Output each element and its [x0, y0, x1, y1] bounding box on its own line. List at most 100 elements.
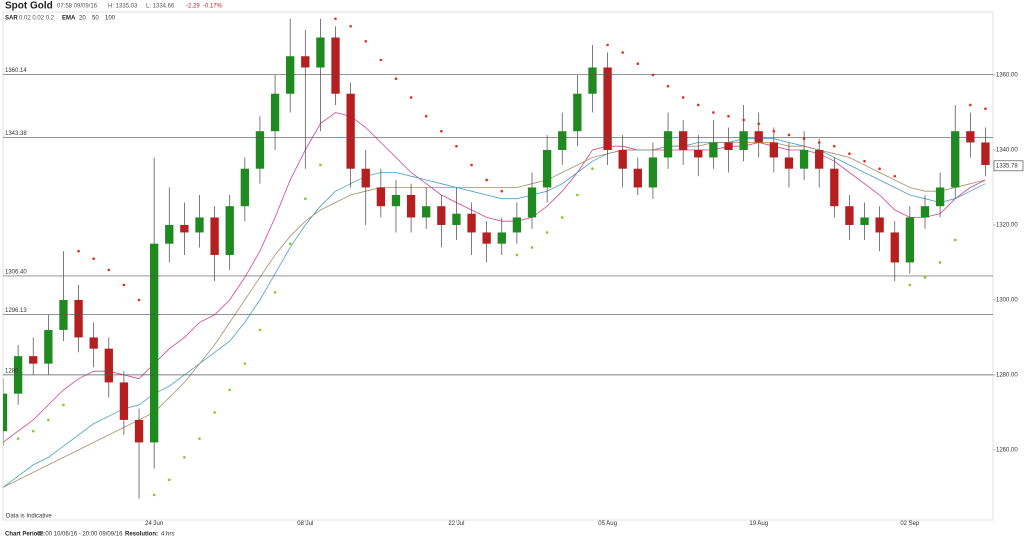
sar-dot: [938, 261, 942, 264]
candle-body: [240, 168, 249, 207]
header-change: -2.29: [186, 4, 200, 10]
candle-body: [890, 232, 899, 263]
candle-body: [981, 142, 990, 165]
sar-dot: [409, 96, 413, 99]
candle-body: [542, 149, 552, 188]
sar-dot: [712, 111, 715, 114]
plot: [3, 17, 990, 499]
sar-dot: [969, 103, 972, 107]
sar-dot: [258, 328, 262, 332]
candle-body: [951, 131, 960, 188]
sar-dot: [152, 493, 156, 497]
candle-body: [376, 187, 386, 207]
header-change-pct: -0.17%: [203, 4, 223, 10]
sar-dot: [621, 51, 624, 54]
sar-dot: [757, 122, 761, 126]
sar-dot: [228, 388, 232, 392]
sar-dot: [893, 174, 897, 178]
y-tick-label: 1300.00: [996, 298, 1018, 304]
sar-dot: [485, 178, 488, 182]
x-tick-label: 02 Sep: [900, 521, 920, 527]
legend-entry: 50: [92, 16, 99, 22]
sar-dot: [137, 298, 141, 302]
x-tick-label: 05 Aug: [598, 521, 617, 527]
sar-dot: [772, 129, 776, 133]
candle-body: [678, 131, 688, 150]
candle-body: [648, 157, 658, 188]
sar-dot: [984, 107, 987, 111]
sar-dot: [273, 291, 277, 294]
sar-legend: SAR: [5, 16, 18, 22]
candle-body: [512, 217, 522, 233]
candle-body: [966, 131, 975, 143]
candle-body: [361, 168, 370, 188]
candle-body: [799, 149, 809, 169]
candle-body: [331, 37, 340, 94]
candle-body: [830, 168, 839, 207]
sar-dot: [832, 144, 836, 148]
sar-dot: [334, 17, 337, 21]
sar-dot: [878, 167, 881, 171]
sar-dot: [953, 238, 957, 242]
y-tick-label: 1280.00: [996, 372, 1018, 378]
candle-body: [694, 149, 703, 158]
sar-dot: [288, 242, 292, 245]
candle-body: [739, 131, 748, 150]
sar-dot: [424, 114, 428, 118]
candle-body: [210, 217, 219, 255]
sar-dot: [591, 167, 594, 171]
sar-dot: [349, 24, 352, 28]
candle-body: [603, 67, 612, 150]
candle-body: [724, 142, 733, 150]
candle-body: [134, 419, 144, 443]
candle-body: [165, 224, 174, 244]
sar-dot: [727, 114, 730, 118]
sar-dot: [62, 403, 65, 407]
price-box: [993, 160, 1024, 172]
chart-title: Spot Gold: [5, 1, 53, 12]
footer-period: 08:00 10/06/16 - 20:00 09/09/16: [37, 532, 123, 538]
sar-dot: [636, 62, 640, 66]
sar-dot: [908, 283, 912, 287]
candle-body: [452, 213, 461, 225]
sar-dot: [923, 276, 927, 279]
candle-body: [467, 213, 476, 233]
sar-dot: [651, 73, 655, 77]
candle-body: [784, 157, 794, 169]
sar-dot: [742, 118, 745, 122]
legend-entry: 100: [105, 16, 116, 22]
candle-body: [935, 187, 945, 207]
y-tick-label: 1340.00: [996, 148, 1018, 154]
header-low: L: 1334.66: [146, 4, 175, 10]
sar-dot: [500, 189, 504, 193]
candle-body: [119, 382, 129, 420]
candle-body: [482, 232, 491, 244]
candle-body: [845, 206, 854, 225]
sar-dot: [16, 437, 20, 440]
candle-body: [316, 37, 325, 68]
footer-resolution: 4 hrs: [161, 532, 174, 538]
candle-body: [44, 329, 53, 364]
level-label: 1306.40: [5, 270, 27, 276]
sar-params: 0.02 0.02 0.2: [19, 16, 55, 22]
candle-body: [149, 243, 159, 443]
candle-body: [346, 93, 355, 169]
sar-dot: [319, 163, 322, 167]
price-label: 1335.78: [996, 163, 1018, 169]
candle-body: [74, 299, 83, 338]
candle-body: [527, 187, 537, 218]
candle-body: [195, 217, 204, 233]
sar-dot: [802, 137, 806, 141]
candle-body: [29, 356, 38, 364]
candle-body: [920, 206, 930, 218]
sar-dot: [47, 418, 50, 422]
sar-dot: [560, 216, 564, 219]
sar-dot: [863, 159, 866, 163]
y-tick-label: 1260.00: [996, 447, 1018, 453]
candle-body: [815, 149, 824, 169]
x-tick-label: 24 Jun: [145, 521, 163, 527]
x-tick-label: 08 Jul: [297, 521, 313, 527]
level-label: 1280: [5, 368, 19, 374]
header-high: H: 1335.03: [108, 4, 138, 10]
footer-resolution-label: Resolution:: [125, 532, 158, 538]
